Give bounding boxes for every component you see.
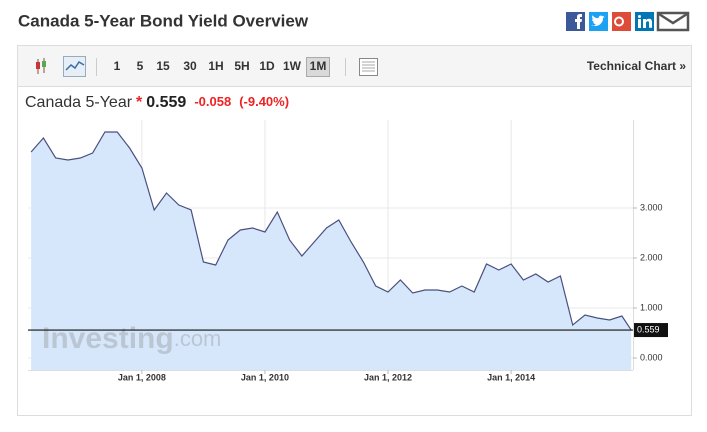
y-tick-label: 0.000 <box>640 352 663 362</box>
y-tick-label: 3.000 <box>640 202 663 212</box>
interval-button[interactable]: 1W <box>283 59 302 73</box>
quote-name: Canada 5-Year <box>25 94 133 111</box>
interval-button[interactable]: 1D <box>259 59 275 73</box>
toolbar <box>18 46 691 86</box>
interval-button[interactable]: 5H <box>234 59 249 73</box>
quote-price: 0.559 <box>146 94 186 111</box>
line-chart-glyph <box>65 60 85 71</box>
line-chart-button[interactable] <box>63 56 86 77</box>
watermark-brand: Investing <box>42 322 174 355</box>
calendar-glyph <box>362 61 375 72</box>
quote-change-pct: (-9.40%) <box>239 94 289 109</box>
x-tick-label: Jan 1, 2012 <box>364 372 412 382</box>
mail-glyph <box>658 12 688 25</box>
technical-chart-link[interactable]: Technical Chart » <box>587 59 686 73</box>
calendar-button[interactable] <box>359 58 378 76</box>
area <box>31 132 632 370</box>
x-tick-label: Jan 1, 2008 <box>118 372 166 382</box>
quote-change: -0.058 <box>194 94 231 109</box>
y-tick-label: 1.000 <box>640 302 663 312</box>
interval-button[interactable]: 5 <box>137 59 144 73</box>
google-glyph <box>614 16 624 27</box>
current-value-tag <box>634 323 668 338</box>
x-tick-label: Jan 1, 2010 <box>241 372 289 382</box>
interval-button[interactable]: 30 <box>183 59 197 73</box>
facebook-glyph <box>575 14 582 29</box>
linkedin-glyph <box>638 15 652 28</box>
interval-button[interactable]: 15 <box>156 59 170 73</box>
selected-interval-bg <box>306 57 330 77</box>
y-tick-label: 2.000 <box>640 252 663 262</box>
google-icon[interactable] <box>612 12 631 31</box>
line <box>30 131 632 331</box>
x-tick-label: Jan 1, 2014 <box>487 372 535 382</box>
interval-button[interactable]: 1H <box>208 59 223 73</box>
quote-marker: * <box>136 94 143 111</box>
quote: Canada 5-Year * 0.559 -0.058 (-9.40%) <box>25 94 289 111</box>
watermark: Investing.com <box>42 322 221 355</box>
interval-button[interactable]: 1M <box>310 59 327 73</box>
title: Canada 5-Year Bond Yield Overview <box>18 11 309 30</box>
candles-icon[interactable] <box>36 58 46 74</box>
current-value-label: 0.559 <box>637 324 660 334</box>
twitter-glyph <box>591 15 605 26</box>
interval-button[interactable]: 1 <box>114 59 121 73</box>
